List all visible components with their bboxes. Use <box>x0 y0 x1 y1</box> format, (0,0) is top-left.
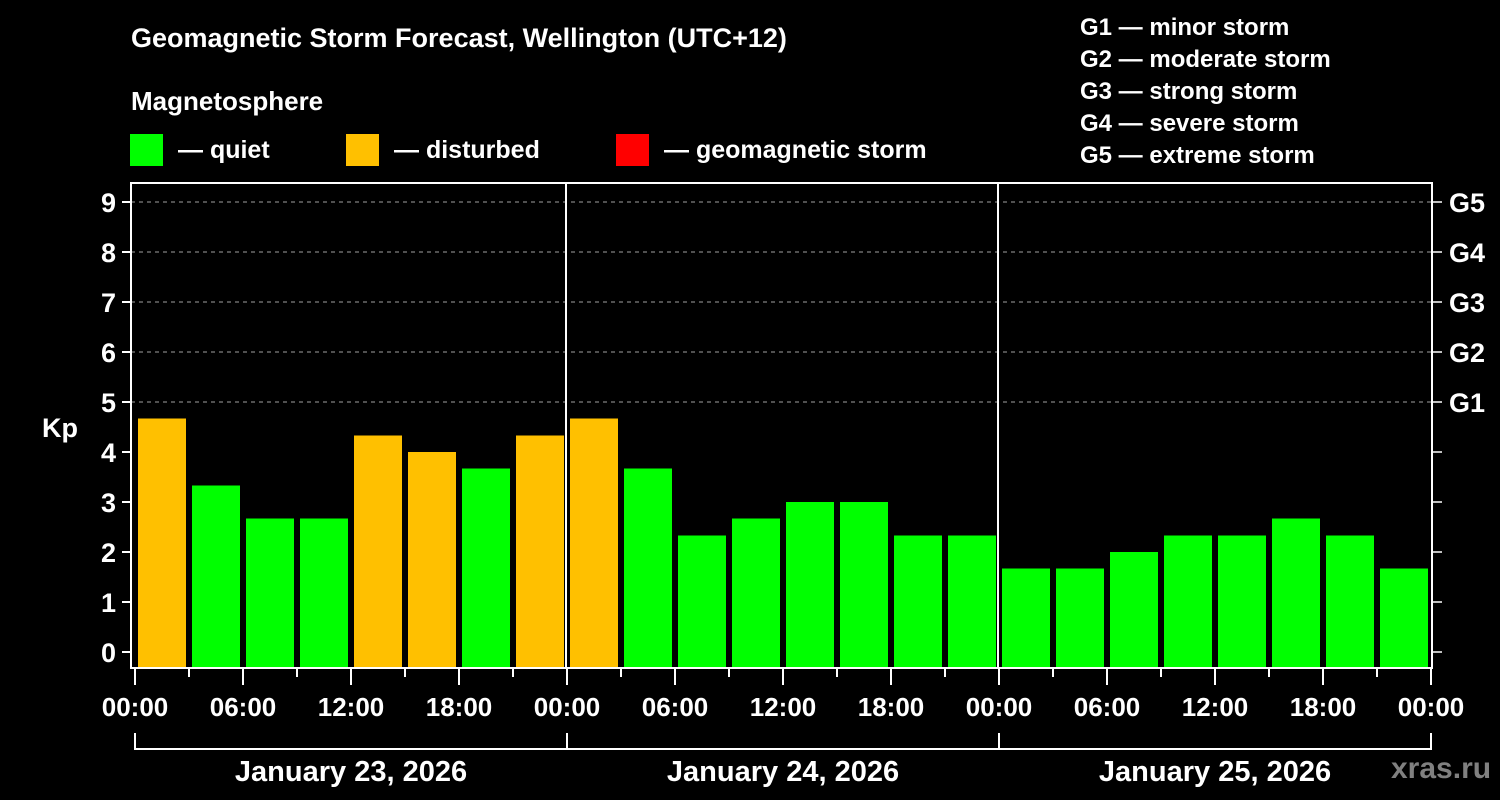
x-tick-label: 06:00 <box>1074 692 1141 722</box>
x-tick-label: 06:00 <box>210 692 277 722</box>
g-scale-item-g3: G3 — strong storm <box>1080 78 1298 105</box>
x-tick-label: 18:00 <box>858 692 925 722</box>
x-tick-label: 00:00 <box>966 692 1033 722</box>
kp-bar-quiet <box>894 535 942 668</box>
g-level-label: G2 <box>1449 338 1485 368</box>
g-scale-item-g2: G2 — moderate storm <box>1080 46 1331 73</box>
x-tick-label: 12:00 <box>750 692 817 722</box>
kp-bar-disturbed <box>516 435 564 668</box>
y-tick-label: 1 <box>101 588 116 618</box>
x-tick-label: 00:00 <box>534 692 601 722</box>
g-level-label: G4 <box>1449 238 1485 268</box>
kp-bar-quiet <box>786 502 834 668</box>
y-tick-label: 7 <box>101 288 116 318</box>
watermark: xras.ru <box>1391 752 1492 785</box>
x-tick-label: 00:00 <box>102 692 169 722</box>
y-tick-label: 4 <box>101 438 116 468</box>
legend-item-quiet: — quiet <box>130 133 270 167</box>
kp-bar-quiet <box>1380 568 1428 668</box>
kp-bar-disturbed <box>570 418 618 668</box>
x-tick-label: 00:00 <box>1398 692 1465 722</box>
y-tick-label: 0 <box>101 638 116 668</box>
legend-swatch-storm <box>616 134 649 166</box>
legend-swatch-disturbed <box>346 134 379 166</box>
kp-bar-quiet <box>246 518 294 668</box>
kp-bar-quiet <box>1326 535 1374 668</box>
kp-bar-disturbed <box>354 435 402 668</box>
kp-bar-quiet <box>462 468 510 668</box>
legend-item-disturbed: — disturbed <box>346 133 540 167</box>
bar-series <box>138 418 1428 668</box>
x-tick-label: 18:00 <box>1290 692 1357 722</box>
legend-label-quiet: — quiet <box>178 135 270 164</box>
x-tick-label: 18:00 <box>426 692 493 722</box>
kp-bar-disturbed <box>408 452 456 668</box>
kp-bar-quiet <box>192 485 240 668</box>
kp-bar-quiet <box>1218 535 1266 668</box>
kp-bar-quiet <box>1056 568 1104 668</box>
kp-bar-quiet <box>678 535 726 668</box>
x-tick-label: 12:00 <box>318 692 385 722</box>
x-tick-label: 12:00 <box>1182 692 1249 722</box>
y-tick-label: 5 <box>101 388 116 418</box>
kp-bar-quiet <box>948 535 996 668</box>
g-scale-item-g1: G1 — minor storm <box>1080 14 1290 41</box>
day-label: January 24, 2026 <box>667 756 899 788</box>
y-tick-label: 6 <box>101 338 116 368</box>
g-scale-item-g4: G4 — severe storm <box>1080 110 1299 137</box>
day-label: January 23, 2026 <box>235 756 467 788</box>
axis-labels: 0 1 2 3 4 5 6 7 8 9 G1 G2 G3 G4 G5 Kp 00:00 06:00 12:00 18:… <box>42 188 1485 788</box>
gridlines <box>131 201 1432 403</box>
legend-heading: Magnetosphere <box>131 86 324 116</box>
plot-frame <box>130 182 1433 669</box>
kp-bar-quiet <box>732 518 780 668</box>
kp-bar-disturbed <box>138 418 186 668</box>
g-level-label: G5 <box>1449 188 1485 218</box>
y-tick-label: 2 <box>101 538 116 568</box>
y-tick-label: 3 <box>101 488 116 518</box>
kp-bar-quiet <box>1002 568 1050 668</box>
kp-bar-quiet <box>1110 552 1158 668</box>
kp-bar-quiet <box>1164 535 1212 668</box>
day-label: January 25, 2026 <box>1099 756 1331 788</box>
kp-bar-quiet <box>300 518 348 668</box>
kp-bar-quiet <box>624 468 672 668</box>
y-tick-label: 8 <box>101 238 116 268</box>
legend-label-disturbed: — disturbed <box>394 135 540 164</box>
kp-bar-quiet <box>840 502 888 668</box>
legend-swatch-quiet <box>130 134 163 166</box>
g-scale-legend: G1 — minor storm G2 — moderate storm G3 … <box>1080 12 1331 172</box>
legend-item-storm: — geomagnetic storm <box>616 133 927 167</box>
g-level-label: G1 <box>1449 388 1485 418</box>
y-tick-label: 9 <box>101 188 116 218</box>
x-tick-label: 06:00 <box>642 692 709 722</box>
y-axis-label: Kp <box>42 413 78 443</box>
kp-bar-quiet <box>1272 518 1320 668</box>
legend-label-storm: — geomagnetic storm <box>664 135 927 164</box>
chart-title: Geomagnetic Storm Forecast, Wellington (… <box>131 23 787 53</box>
axes <box>122 182 1442 750</box>
g-level-label: G3 <box>1449 288 1485 318</box>
g-scale-item-g5: G5 — extreme storm <box>1080 142 1315 169</box>
